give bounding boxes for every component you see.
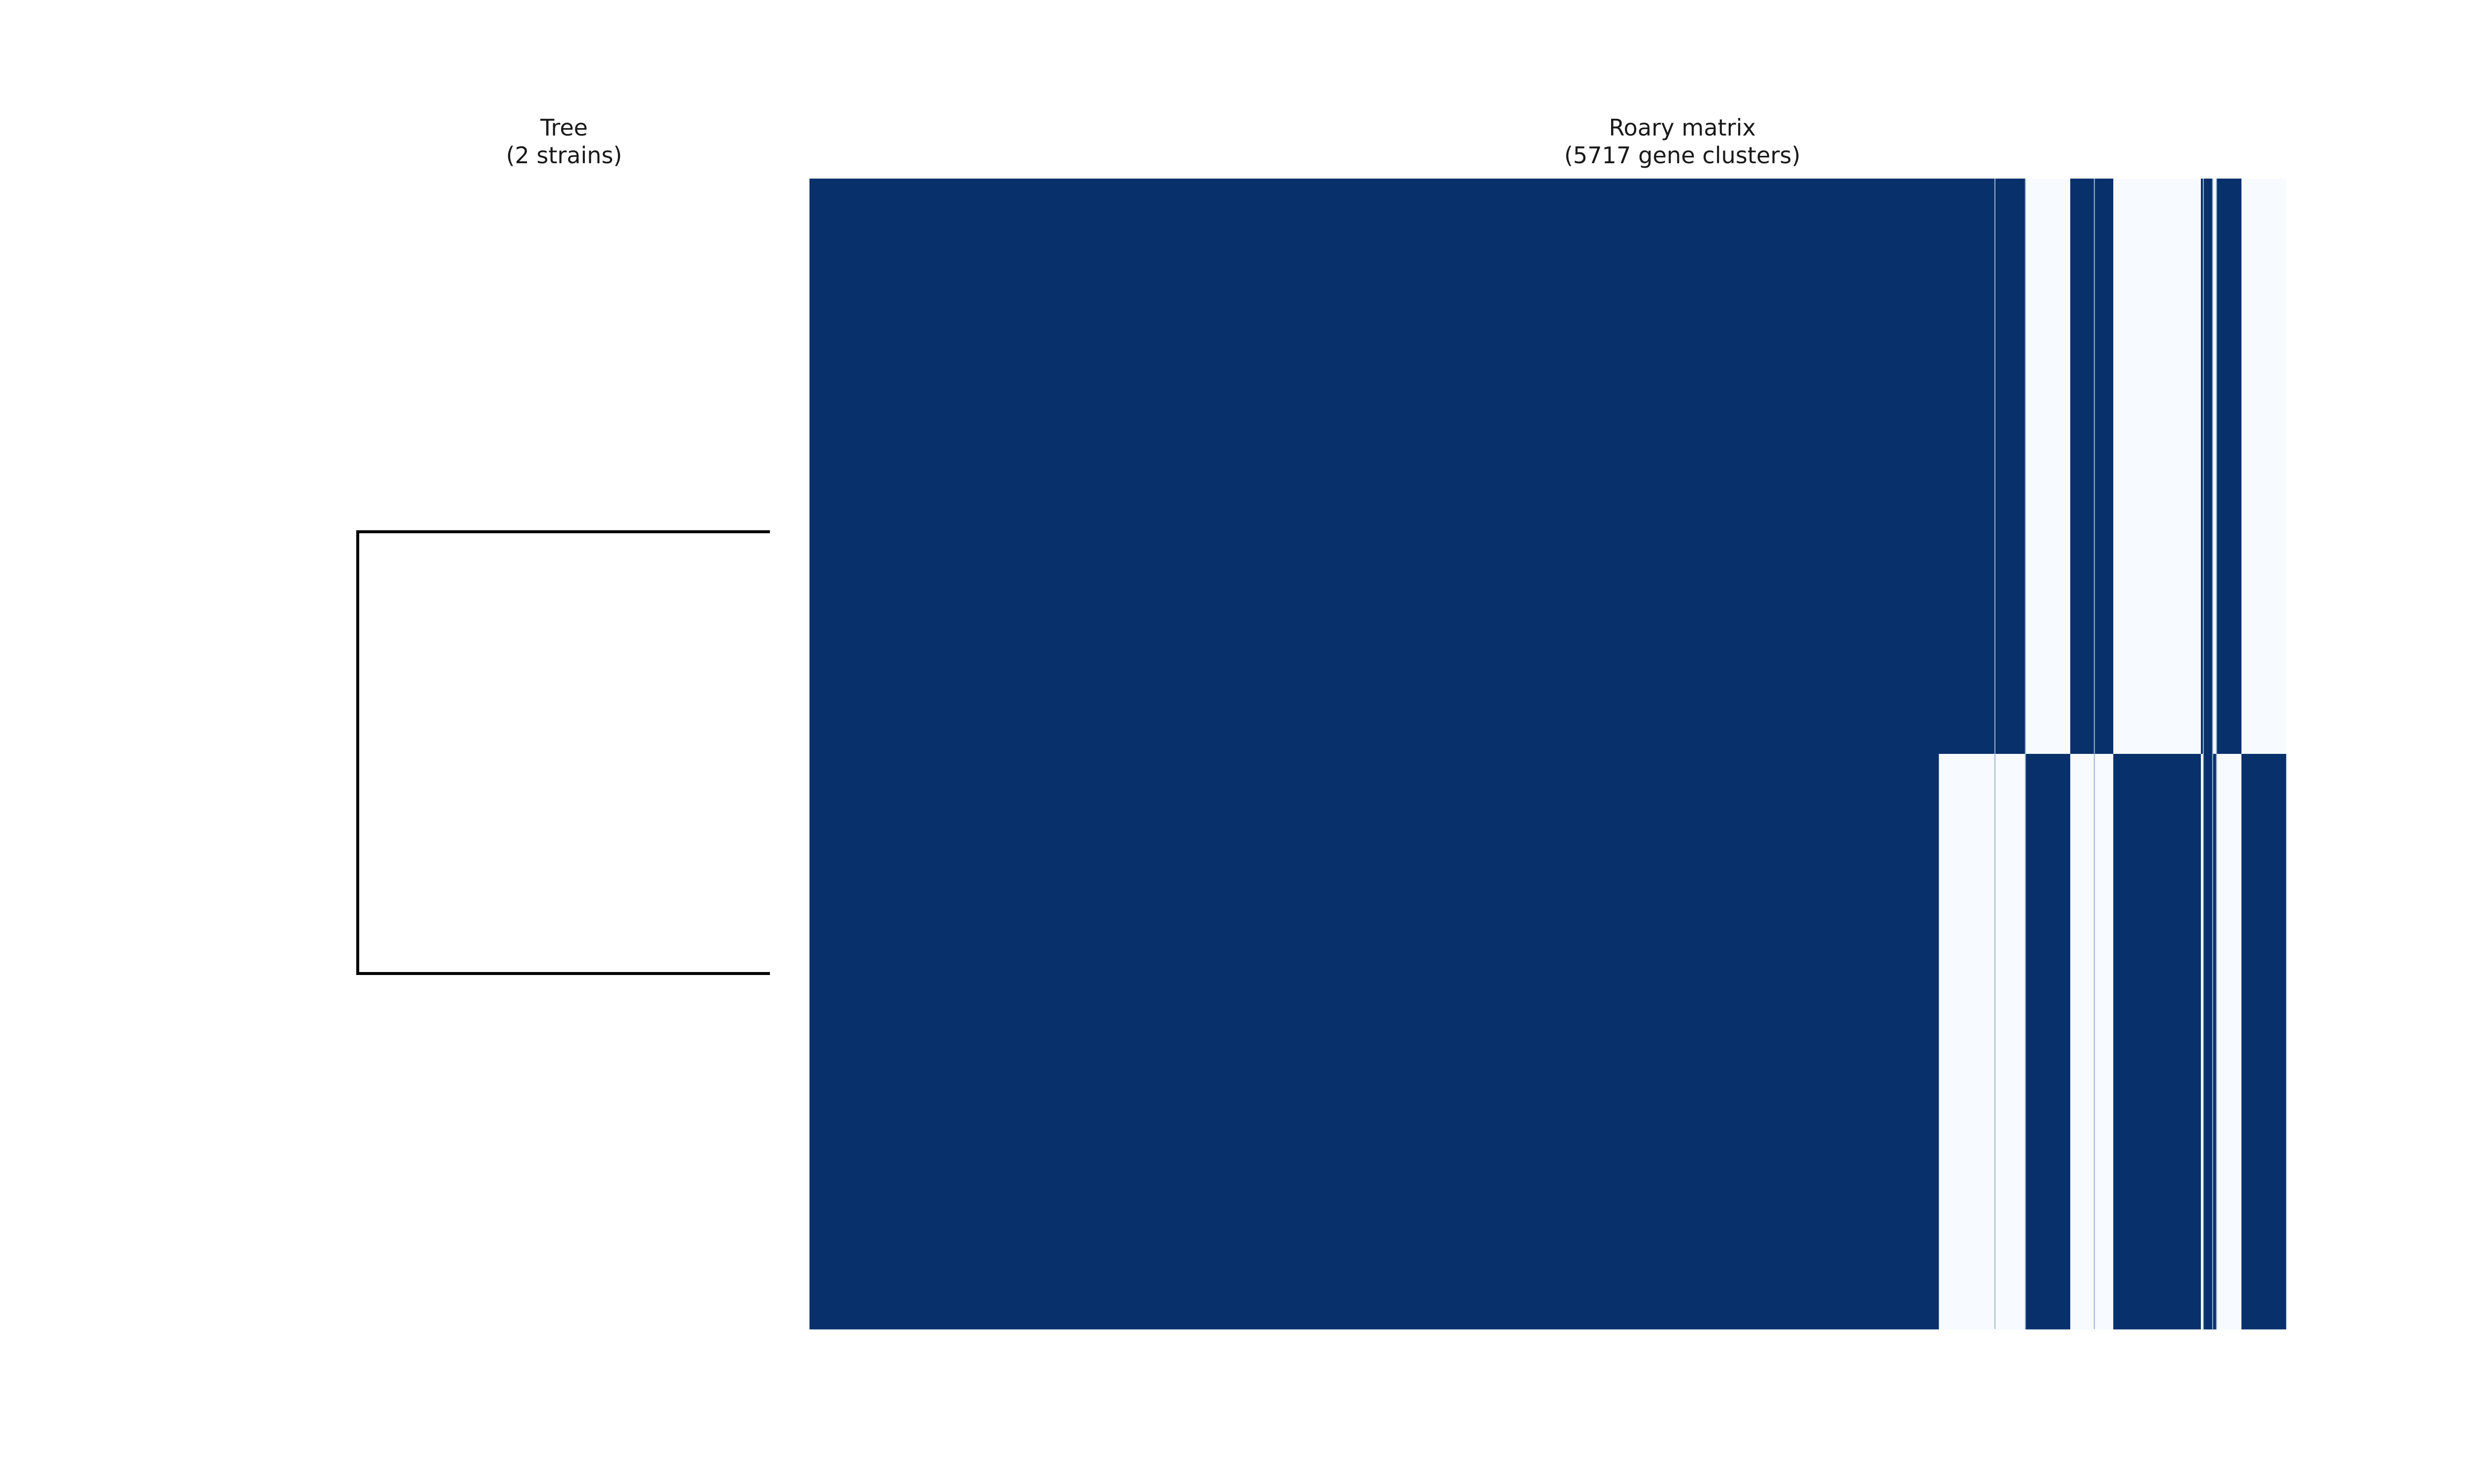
matrix-cell-block-12-row-1	[2220, 179, 2242, 754]
matrix-cell-block-9-row-1	[2203, 179, 2213, 754]
matrix-cell-block-12-row-2	[2220, 754, 2242, 1330]
matrix-cell-block-10-row-1	[2212, 179, 2217, 754]
matrix-cell-block-3-row-1	[2025, 179, 2027, 754]
matrix-cell-block-13-row-1	[2241, 179, 2286, 754]
matrix-cell-block-10-row-2	[2212, 754, 2217, 1330]
matrix-cell-block-0-row-1	[809, 179, 1940, 754]
matrix-cell-block-0-row-2	[809, 754, 1940, 1330]
matrix-cell-block-5-row-1	[2070, 179, 2095, 754]
matrix-cell-block-5-row-2	[2070, 754, 2095, 1330]
matrix-cell-block-13-row-2	[2241, 754, 2286, 1330]
matrix-cell-block-2-row-1	[1995, 179, 2026, 754]
matrix-cell-block-8-row-1	[2200, 179, 2204, 754]
matrix-cell-block-1-row-1	[1939, 179, 1996, 754]
matrix-cell-block-3-row-2	[2025, 754, 2027, 1330]
matrix-title-text: Roary matrix	[1609, 114, 1756, 141]
matrix-cell-block-7-row-2	[2113, 754, 2201, 1330]
matrix-subtitle-text: (5717 gene clusters)	[1564, 142, 1801, 169]
matrix-cell-block-6-row-1	[2094, 179, 2114, 754]
matrix-cell-block-4-row-1	[2026, 179, 2071, 754]
matrix-cell-block-4-row-2	[2026, 754, 2071, 1330]
tree-title: Tree (2 strains)	[465, 114, 663, 169]
matrix-cell-block-2-row-2	[1995, 754, 2026, 1330]
matrix-cell-block-8-row-2	[2200, 754, 2204, 1330]
roary-matrix-heatmap	[809, 179, 2286, 1330]
tree-title-text: Tree	[540, 114, 588, 141]
matrix-title: Roary matrix (5717 gene clusters)	[1336, 114, 2029, 169]
matrix-cell-block-9-row-2	[2203, 754, 2213, 1330]
tree-subtitle-text: (2 strains)	[506, 142, 622, 169]
matrix-cell-block-1-row-2	[1939, 754, 1996, 1330]
phylogenetic-tree	[356, 530, 770, 975]
matrix-cell-block-11-row-1	[2216, 179, 2221, 754]
matrix-cell-block-11-row-2	[2216, 754, 2221, 1330]
matrix-cell-block-6-row-2	[2094, 754, 2114, 1330]
matrix-cell-block-7-row-1	[2113, 179, 2201, 754]
